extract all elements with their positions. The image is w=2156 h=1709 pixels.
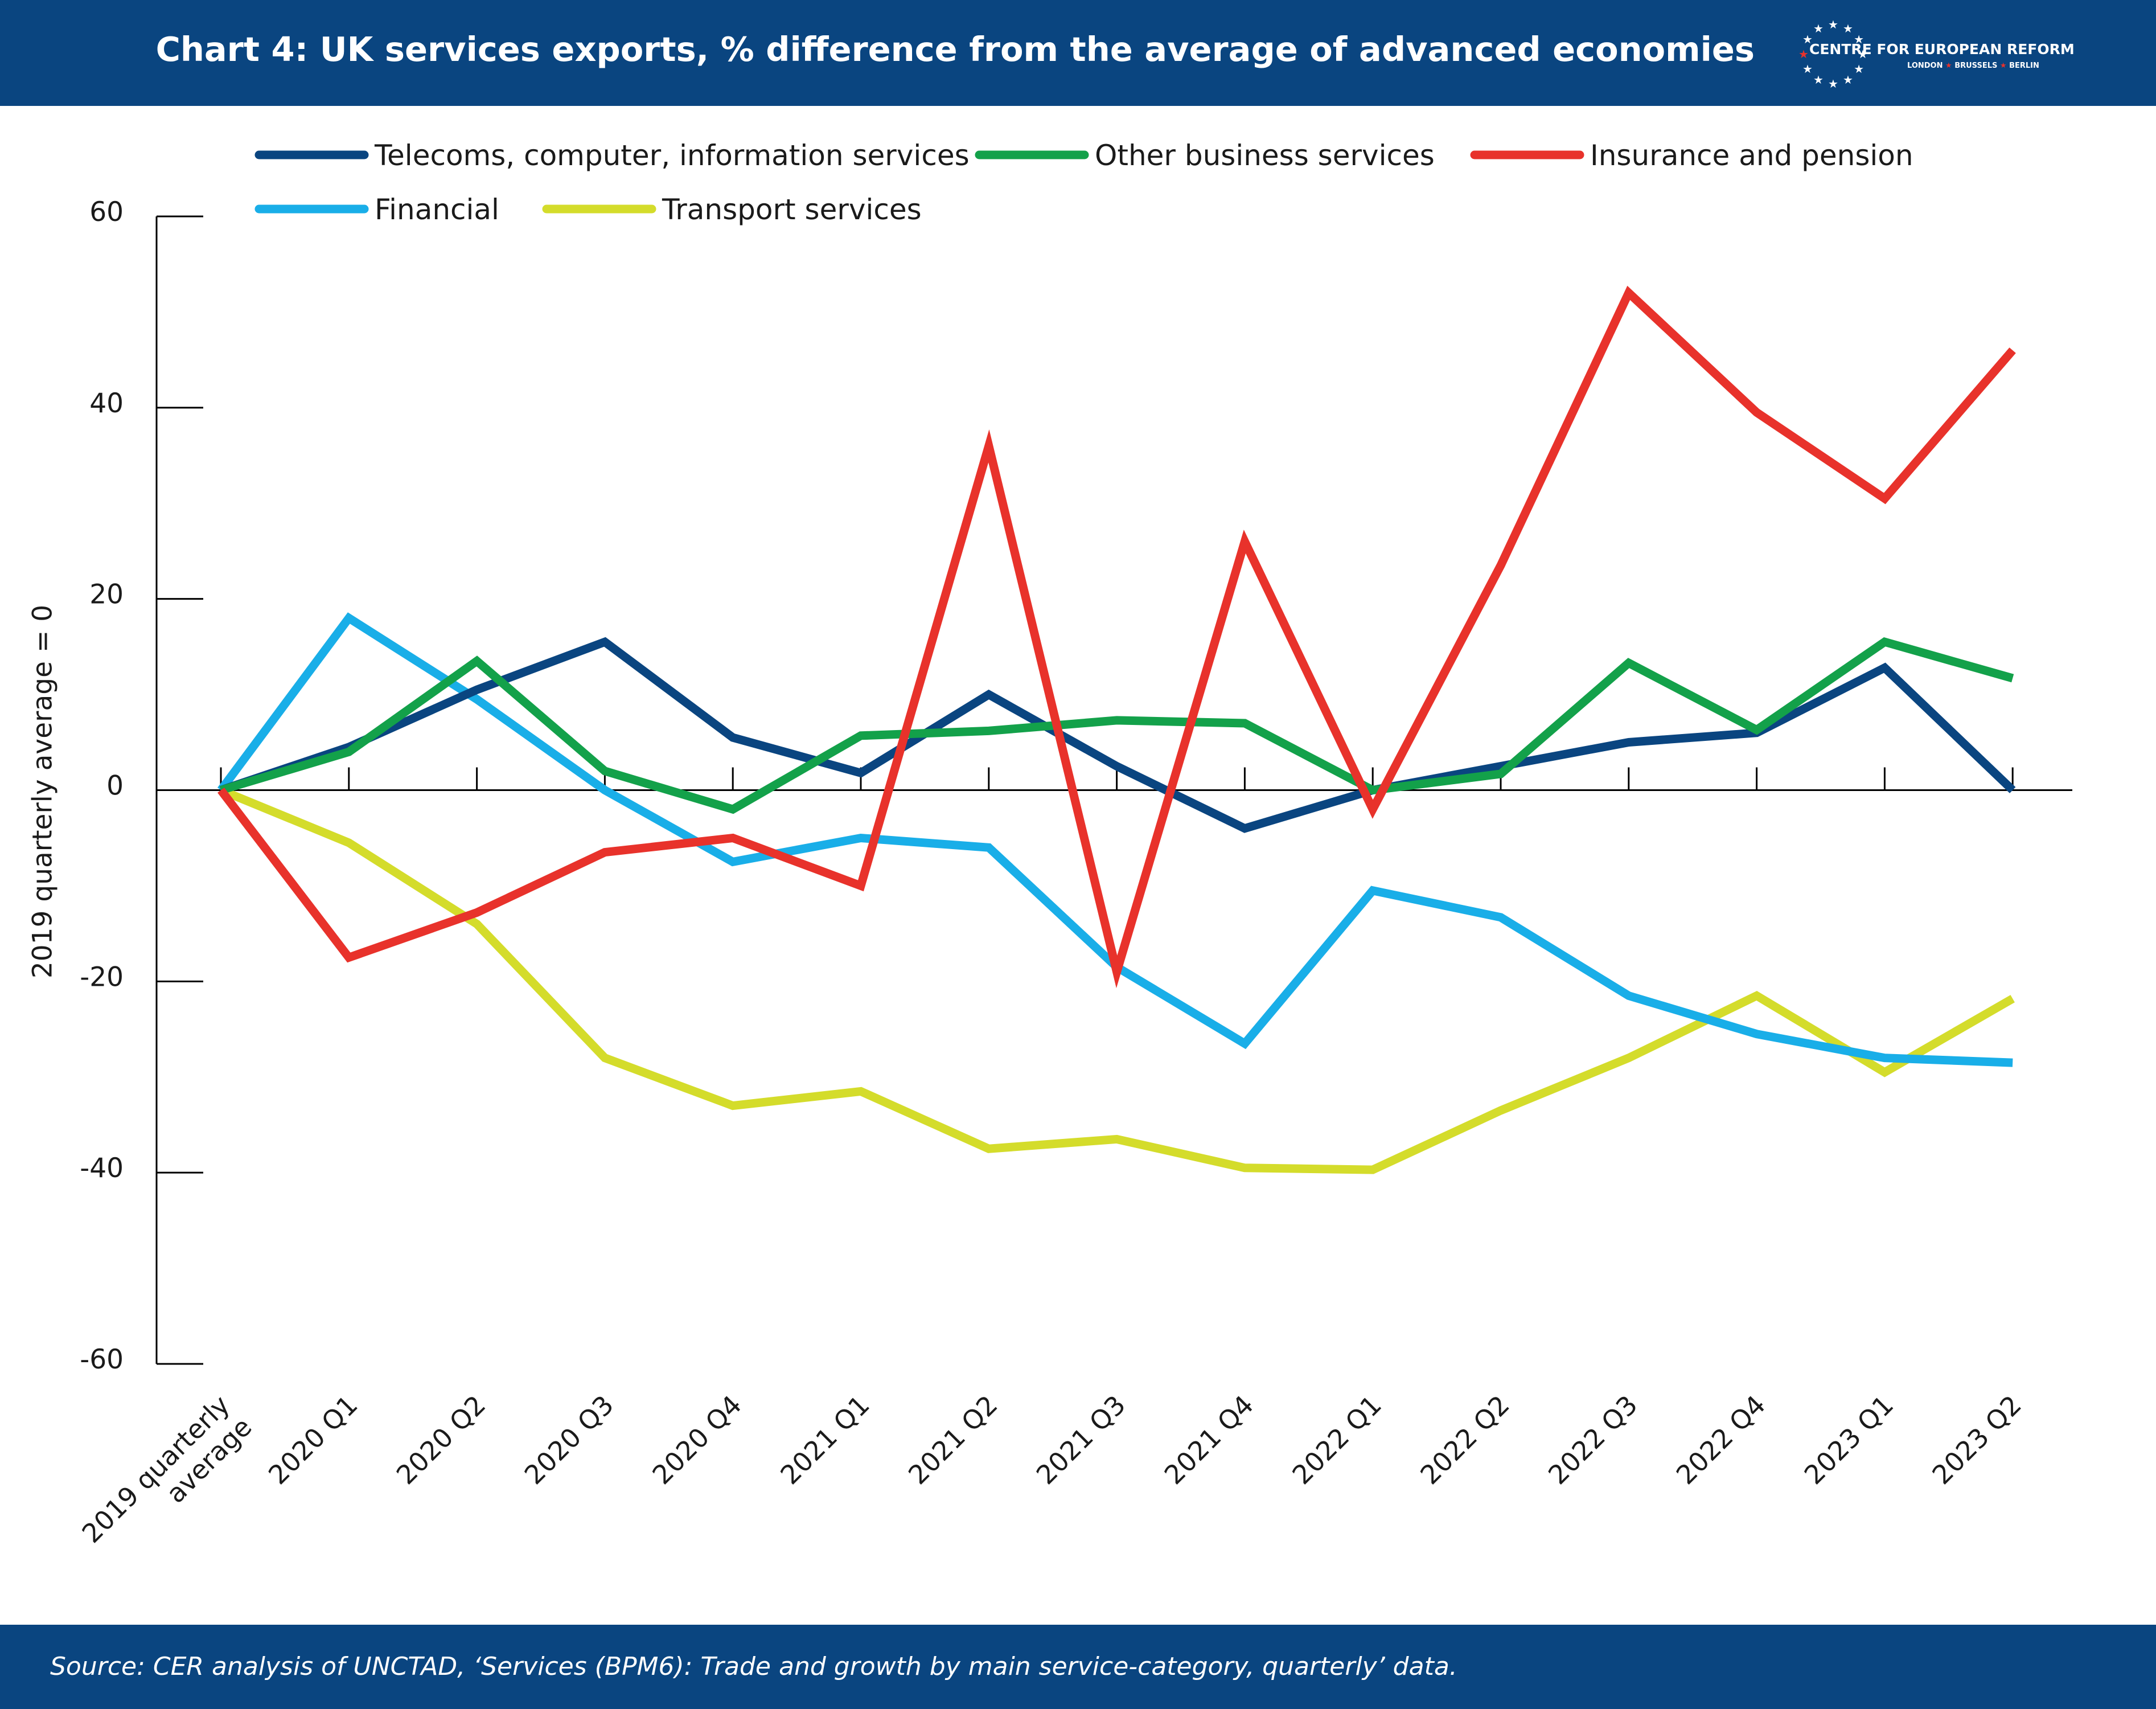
footer-bar: Source: CER analysis of UNCTAD, ‘Service…: [0, 1625, 2156, 1709]
logo-star-icon: ★: [1854, 62, 1864, 76]
logo-star-icon: ★: [1843, 22, 1853, 35]
series-line: [219, 637, 2016, 833]
logo-star-icon: ★: [1858, 47, 1868, 61]
logo-star-icon: ★: [1813, 73, 1824, 87]
y-tick-label: 0: [106, 771, 124, 802]
x-tick-label: 2022 Q1: [1286, 1390, 1387, 1491]
logo-city: BERLIN: [2009, 62, 2039, 70]
x-tick-label: 2020 Q1: [262, 1390, 364, 1491]
source-note: Source: CER analysis of UNCTAD, ‘Service…: [50, 1652, 1457, 1681]
chart-title: Chart 4: UK services exports, % differen…: [155, 30, 1755, 69]
legend-label: Financial: [375, 193, 499, 226]
logo-city: BRUSSELS: [1954, 62, 1998, 70]
y-tick-label: -40: [80, 1153, 124, 1184]
x-tick-label: 2022 Q2: [1414, 1390, 1516, 1491]
x-tick-label: 2020 Q3: [519, 1390, 620, 1491]
y-tick-label: 20: [89, 579, 124, 610]
y-axis-label: 2019 quarterly average = 0: [27, 604, 59, 979]
x-tick-label: 2021 Q1: [774, 1390, 876, 1491]
logo-star-icon: ★: [1798, 47, 1809, 61]
x-tick-label: 2022 Q4: [1670, 1390, 1772, 1491]
logo-cities: LONDON ★ BRUSSELS ★ BERLIN: [1907, 62, 2039, 70]
logo-city: LONDON: [1907, 62, 1943, 70]
logo-name: CENTRE FOR EUROPEAN REFORM: [1809, 41, 2075, 58]
legend-label: Telecoms, computer, information services: [374, 139, 970, 172]
logo-star-icon: ★: [1828, 77, 1838, 91]
logo-star-icon: ★: [1843, 73, 1853, 87]
logo-star-icon: ★: [1854, 32, 1864, 46]
series-line: [217, 285, 2016, 989]
x-tick-label: 2021 Q4: [1159, 1390, 1260, 1491]
y-tick-label: 60: [89, 196, 124, 228]
x-tick-label: 2020 Q4: [646, 1390, 748, 1491]
x-tick-label: 2021 Q2: [902, 1390, 1004, 1491]
legend-label: Insurance and pension: [1590, 139, 1913, 172]
x-tick-label: 2020 Q2: [391, 1390, 492, 1491]
header-bar: Chart 4: UK services exports, % differen…: [0, 0, 2156, 106]
x-tick-label: 2022 Q3: [1542, 1390, 1644, 1491]
y-tick-label: -60: [80, 1344, 124, 1375]
legend-label: Transport services: [662, 193, 922, 226]
logo-star-icon: ★: [1802, 62, 1813, 76]
y-tick-label: -20: [80, 961, 124, 993]
y-tick-label: 40: [89, 388, 124, 419]
logo-star-icon: ★: [1828, 18, 1838, 31]
series-line: [219, 786, 2015, 1174]
series-line: [219, 637, 2014, 814]
legend-label: Other business services: [1095, 139, 1435, 172]
x-tick-label: 2021 Q3: [1030, 1390, 1132, 1491]
x-tick-label: 2023 Q2: [1926, 1390, 2027, 1491]
x-tick-label: 2019 quarterlyaverage: [76, 1390, 257, 1571]
x-tick-label: 2023 Q1: [1798, 1390, 1900, 1491]
cer-logo: ★ ★★★★★★★★★★★: [1798, 18, 1868, 91]
logo-star-icon: ★: [1802, 32, 1813, 46]
logo-star-icon: ★: [1813, 22, 1824, 35]
